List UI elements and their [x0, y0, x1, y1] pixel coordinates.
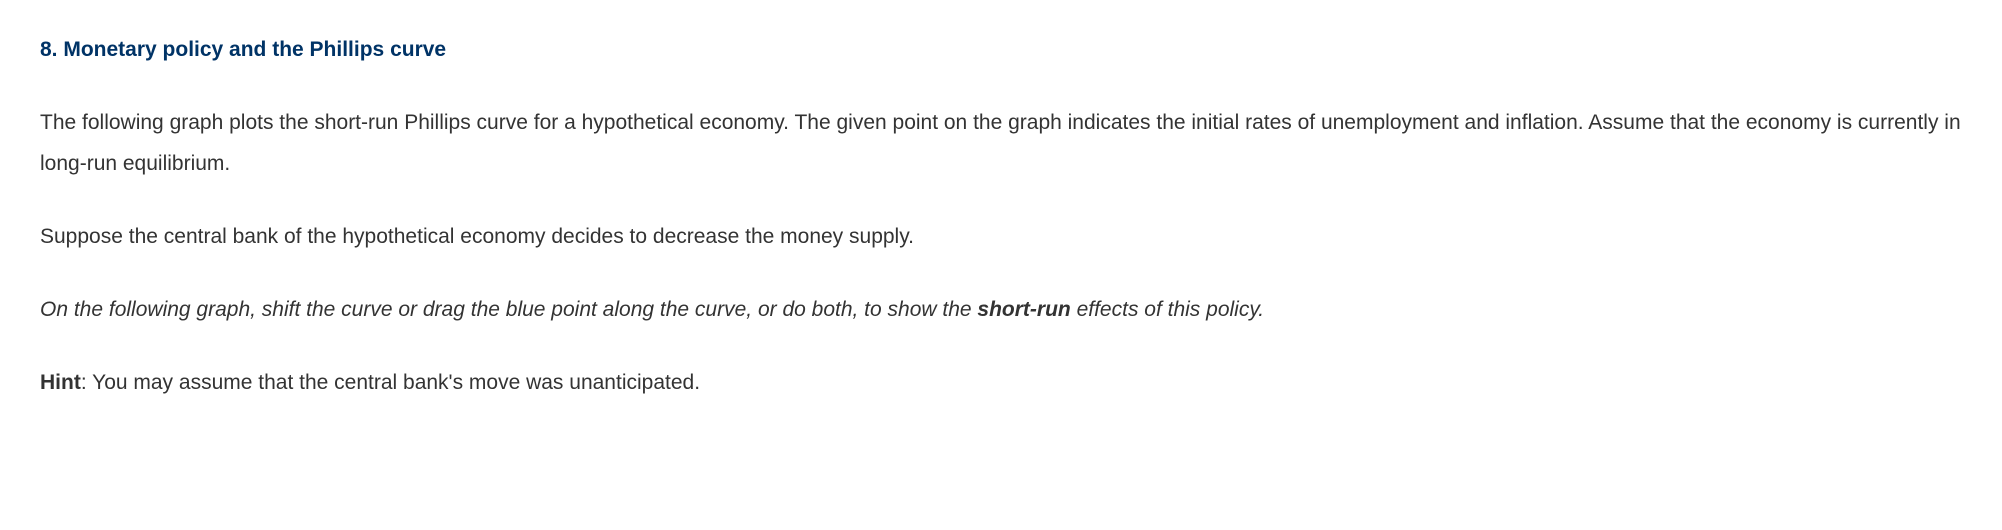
instruction-bold: short-run — [977, 298, 1070, 321]
instruction-paragraph: On the following graph, shift the curve … — [40, 290, 1962, 331]
instruction-suffix: effects of this policy. — [1071, 298, 1264, 321]
hint-label: Hint — [40, 371, 81, 394]
question-heading: 8. Monetary policy and the Phillips curv… — [40, 30, 1962, 71]
intro-paragraph: The following graph plots the short-run … — [40, 103, 1962, 185]
hint-text: : You may assume that the central bank's… — [81, 371, 700, 394]
hint-paragraph: Hint: You may assume that the central ba… — [40, 363, 1962, 404]
scenario-paragraph: Suppose the central bank of the hypothet… — [40, 217, 1962, 258]
instruction-prefix: On the following graph, shift the curve … — [40, 298, 977, 321]
